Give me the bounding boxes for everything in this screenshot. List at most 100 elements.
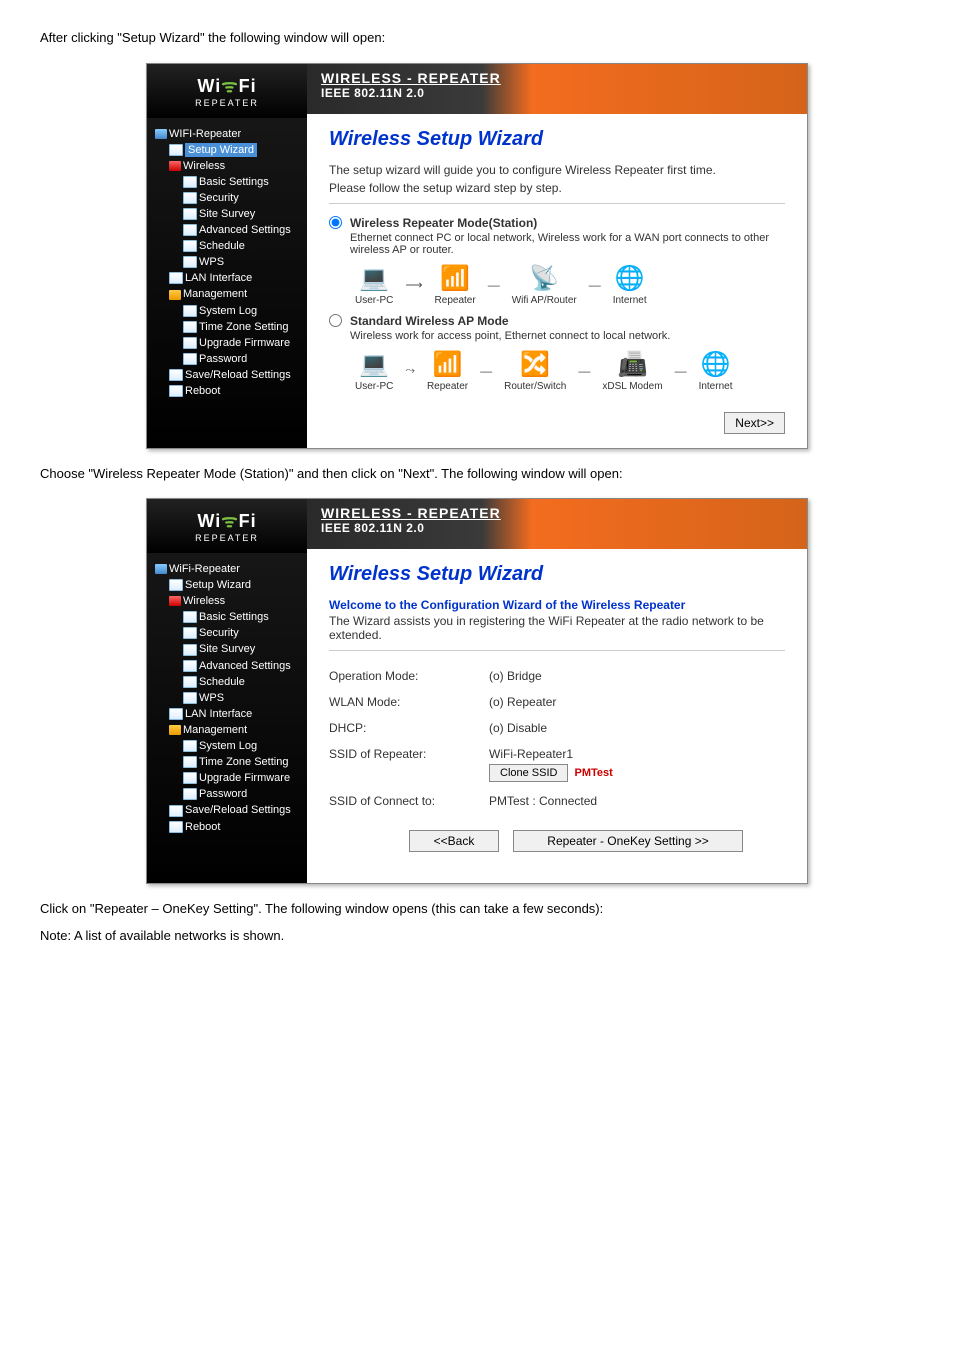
nav-password[interactable]: Password (151, 786, 303, 802)
nav-lan[interactable]: LAN Interface (151, 706, 303, 722)
wizard-title-2: Wireless Setup Wizard (329, 563, 785, 586)
nav-survey[interactable]: Site Survey (151, 641, 303, 657)
nav-upgrade[interactable]: Upgrade Firmware (151, 770, 303, 786)
dhcp-label: DHCP: (329, 721, 489, 735)
nav-survey[interactable]: Site Survey (151, 206, 303, 222)
wifi-icon: ᯤ (221, 76, 238, 96)
nav-tz[interactable]: Time Zone Setting (151, 319, 303, 335)
back-button[interactable]: <<Back (409, 830, 499, 852)
page-icon (169, 369, 183, 381)
nav-savereload[interactable]: Save/Reload Settings (151, 802, 303, 818)
clone-ssid-button[interactable]: Clone SSID (489, 764, 568, 782)
instruction-text-1: After clicking "Setup Wizard" the follow… (40, 28, 914, 48)
wifi-icon: ᯤ (221, 511, 238, 531)
laptop-icon: 💻 (355, 350, 393, 379)
page-icon (183, 627, 197, 639)
sidebar-2: WiᯤFi REPEATER WiFi-Repeater Setup Wizar… (147, 499, 307, 883)
router-icon: 📡 (512, 264, 577, 293)
logo: WiᯤFi REPEATER (147, 64, 307, 118)
page-icon (169, 821, 183, 833)
onekey-setting-button[interactable]: Repeater - OneKey Setting >> (513, 830, 743, 852)
screenshot-1: WiᯤFi REPEATER WIFI-Repeater Setup Wizar… (146, 63, 808, 449)
folder-icon (169, 596, 181, 606)
nav-wireless[interactable]: Wireless (151, 593, 303, 609)
nav-security[interactable]: Security (151, 625, 303, 641)
mode-ap-radio[interactable] (329, 314, 342, 327)
wizard-welcome: Welcome to the Configuration Wizard of t… (329, 598, 785, 612)
nav-basic[interactable]: Basic Settings (151, 609, 303, 625)
op-mode-value: (o) Bridge (489, 669, 785, 683)
page-icon (183, 176, 197, 188)
nav-wps[interactable]: WPS (151, 254, 303, 270)
modem-icon: 📠 (602, 350, 662, 379)
instruction-text-3: Click on "Repeater – OneKey Setting". Th… (40, 899, 914, 919)
page-icon (169, 144, 183, 156)
nav-mgmt[interactable]: Management (151, 286, 303, 302)
page-icon (183, 337, 197, 349)
page-icon (183, 240, 197, 252)
dhcp-value: (o) Disable (489, 721, 785, 735)
nav-tz[interactable]: Time Zone Setting (151, 754, 303, 770)
nav-setup-wizard[interactable]: Setup Wizard (151, 142, 303, 158)
mode-repeater-desc: Ethernet connect PC or local network, Wi… (350, 232, 785, 256)
divider (329, 203, 785, 204)
page-icon (183, 256, 197, 268)
antenna-icon: 📶 (435, 264, 476, 293)
diagram-ap: 💻User-PC ⤳ 📶Repeater — 🔀Router/Switch — … (355, 350, 785, 392)
wizard-desc2: Please follow the setup wizard step by s… (329, 181, 785, 195)
nav-lan[interactable]: LAN Interface (151, 270, 303, 286)
nav-mgmt[interactable]: Management (151, 722, 303, 738)
nav-basic[interactable]: Basic Settings (151, 174, 303, 190)
nav-schedule[interactable]: Schedule (151, 238, 303, 254)
page-icon (183, 676, 197, 688)
diagram-repeater: 💻User-PC ⟶ 📶Repeater — 📡Wifi AP/Router —… (355, 264, 785, 306)
logo-2: WiᯤFi REPEATER (147, 499, 307, 553)
nav-reboot[interactable]: Reboot (151, 819, 303, 835)
nav-schedule[interactable]: Schedule (151, 674, 303, 690)
mode-repeater-radio[interactable] (329, 216, 342, 229)
nav-upgrade[interactable]: Upgrade Firmware (151, 335, 303, 351)
ssid-connect-label: SSID of Connect to: (329, 794, 489, 808)
page-icon (183, 788, 197, 800)
ssid-repeater-value: WiFi-Repeater1 (489, 747, 785, 761)
page-icon (183, 644, 197, 656)
header-banner-2: WIRELESS - REPEATER IEEE 802.11N 2.0 (307, 499, 807, 549)
page-icon (183, 353, 197, 365)
nav-root[interactable]: WiFi-Repeater (151, 561, 303, 577)
nav-setup-wizard[interactable]: Setup Wizard (151, 577, 303, 593)
nav-tree: WIFI-Repeater Setup Wizard Wireless Basi… (147, 118, 307, 408)
page-icon (183, 660, 197, 672)
pmtest-label: PMTest (574, 767, 612, 779)
page-icon (169, 579, 183, 591)
mode-ap-desc: Wireless work for access point, Ethernet… (350, 330, 785, 342)
main-panel-2: WIRELESS - REPEATER IEEE 802.11N 2.0 Wir… (307, 499, 807, 883)
wizard-desc-2: The Wizard assists you in registering th… (329, 614, 785, 642)
divider-2 (329, 650, 785, 651)
page-icon (183, 772, 197, 784)
nav-password[interactable]: Password (151, 351, 303, 367)
nav-syslog[interactable]: System Log (151, 303, 303, 319)
next-button[interactable]: Next>> (724, 412, 785, 434)
nav-advanced[interactable]: Advanced Settings (151, 658, 303, 674)
page-icon (169, 385, 183, 397)
instruction-text-2: Choose "Wireless Repeater Mode (Station)… (40, 464, 914, 484)
folder-icon (169, 290, 181, 300)
nav-savereload[interactable]: Save/Reload Settings (151, 367, 303, 383)
repeater-icon: 📶 (427, 350, 468, 379)
ssid-connect-value: PMTest : Connected (489, 794, 785, 808)
nav-advanced[interactable]: Advanced Settings (151, 222, 303, 238)
wizard-desc: The setup wizard will guide you to confi… (329, 163, 785, 177)
nav-root[interactable]: WIFI-Repeater (151, 126, 303, 142)
nav-wps[interactable]: WPS (151, 690, 303, 706)
nav-syslog[interactable]: System Log (151, 738, 303, 754)
switch-icon: 🔀 (504, 350, 566, 379)
instruction-text-4: Note: A list of available networks is sh… (40, 926, 914, 946)
screenshot-2: WiᯤFi REPEATER WiFi-Repeater Setup Wizar… (146, 498, 808, 884)
nav-security[interactable]: Security (151, 190, 303, 206)
globe-icon: 🌐 (613, 264, 647, 293)
page-icon (169, 805, 183, 817)
nav-reboot[interactable]: Reboot (151, 383, 303, 399)
logo-subtext: REPEATER (147, 98, 307, 108)
wlan-mode-value: (o) Repeater (489, 695, 785, 709)
nav-wireless[interactable]: Wireless (151, 158, 303, 174)
